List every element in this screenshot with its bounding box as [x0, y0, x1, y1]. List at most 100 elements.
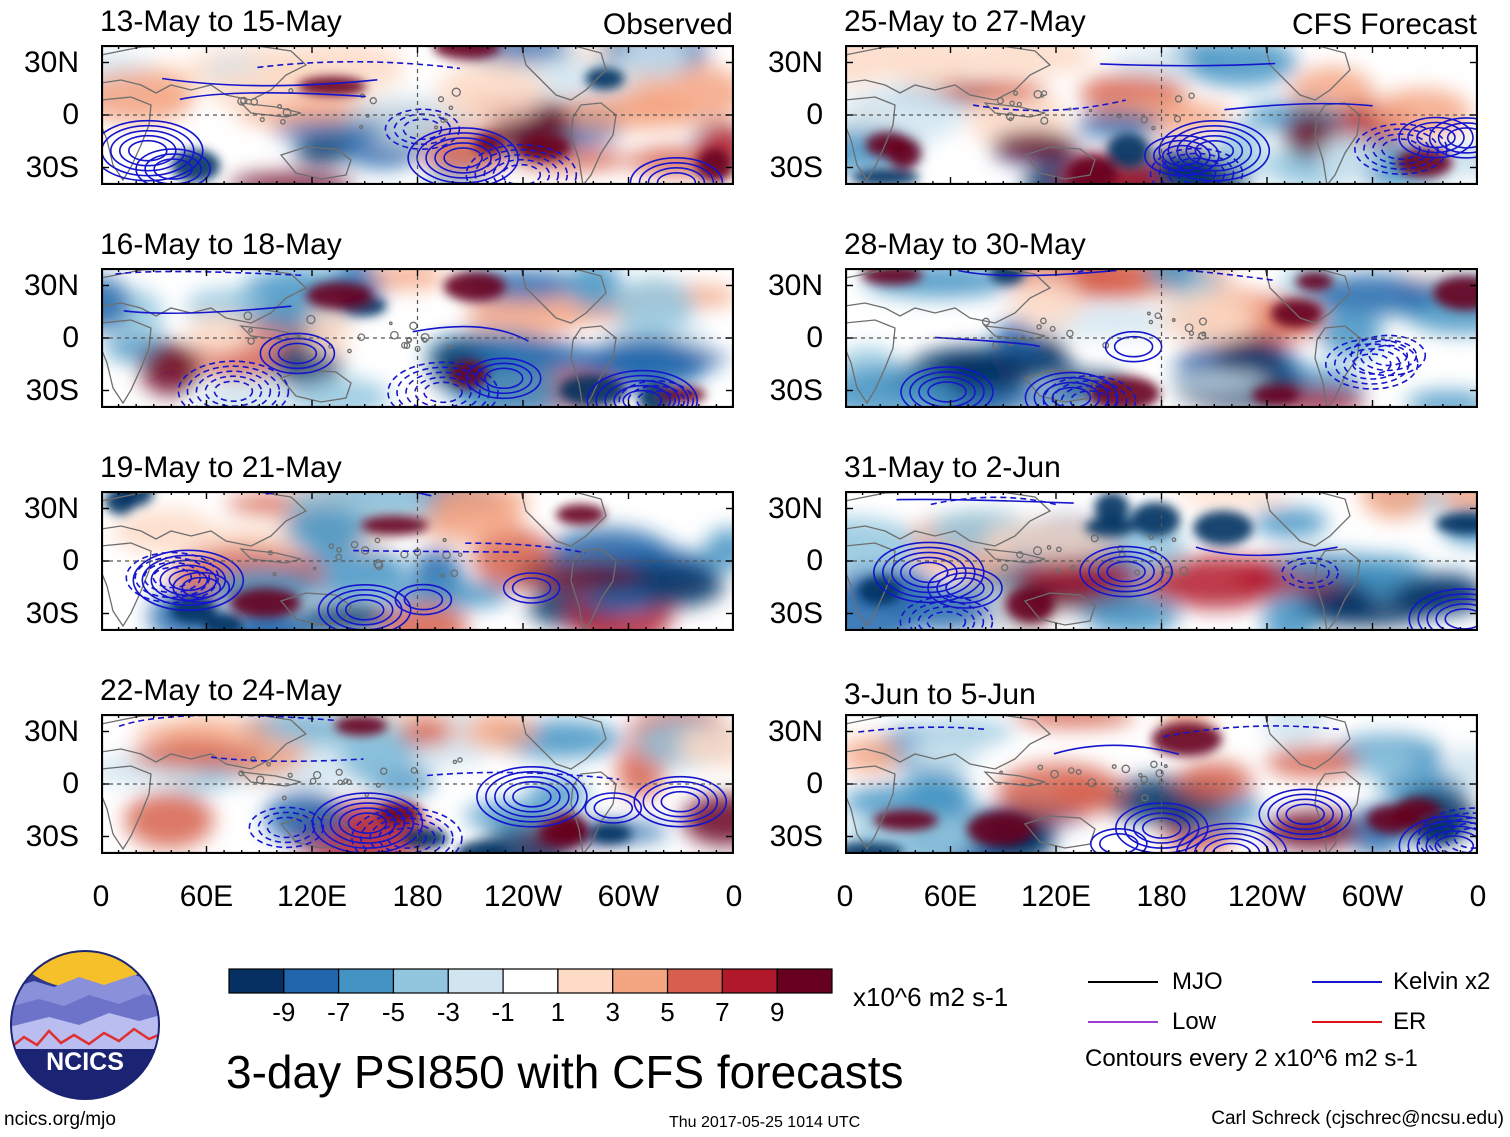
island-outline: [1173, 115, 1182, 123]
anomaly-blob: [130, 741, 263, 770]
anomaly-blob: [907, 734, 986, 769]
kelvin-contour: [465, 542, 586, 554]
kelvin-contour: [402, 118, 443, 140]
kelvin-contour: [1398, 116, 1474, 159]
continent-outline: [845, 319, 896, 405]
map-panel: [101, 491, 734, 631]
island-outline: [457, 552, 463, 557]
anomaly-blob: [1215, 337, 1287, 375]
lat-label: 0: [62, 544, 79, 577]
continent-outline: [1314, 548, 1361, 631]
island-outline: [1115, 790, 1124, 799]
kelvin-contour: [586, 369, 698, 408]
island-outline: [401, 341, 408, 349]
island-outline: [243, 311, 253, 321]
column-label: CFS Forecast: [1291, 8, 1477, 41]
lat-label: 30N: [767, 491, 823, 525]
kelvin-contour: [1350, 334, 1427, 377]
island-outline: [446, 344, 451, 349]
continent-outline: [1264, 45, 1351, 101]
island-outline: [1036, 324, 1042, 330]
coastlines: [845, 45, 1361, 185]
kelvin-contour: [1051, 380, 1128, 408]
island-outline: [259, 117, 265, 123]
island-outline: [280, 118, 286, 125]
kelvin-contour: [642, 780, 719, 823]
kelvin-contour: [660, 790, 701, 813]
kelvin-contour: [443, 147, 483, 169]
island-outline: [369, 97, 377, 105]
anomaly-blob: [1372, 88, 1472, 138]
contour-note: Contours every 2 x10^6 m2 s-1: [1085, 1045, 1418, 1072]
lat-label: 30S: [25, 596, 79, 630]
anomaly-core: [298, 76, 367, 96]
lon-label: 120E: [276, 880, 348, 913]
island-outline: [1021, 335, 1026, 340]
kelvin-contour: [1258, 788, 1353, 841]
island-outline: [1138, 772, 1143, 778]
panel-title: 3-Jun to 5-Jun: [844, 678, 1036, 711]
anomaly-core: [1295, 272, 1333, 291]
kelvin-contour: [1088, 550, 1164, 593]
island-outline: [1141, 794, 1149, 802]
continent-outline: [845, 45, 1052, 101]
island-outline: [1179, 566, 1189, 576]
kelvin-contour: [1053, 744, 1180, 755]
kelvin-contour: [873, 541, 985, 604]
island-outline: [375, 782, 381, 788]
anomaly-core: [1131, 502, 1180, 537]
continent-outline: [101, 714, 308, 770]
anomaly-core: [857, 576, 902, 606]
lat-label: 0: [806, 544, 823, 577]
island-outline: [359, 124, 364, 130]
column-label: Observed: [602, 8, 733, 41]
kelvin-contour: [1267, 793, 1344, 836]
anomaly-blob: [208, 67, 301, 112]
kelvin-contour: [1324, 338, 1419, 390]
island-outline: [1040, 317, 1047, 325]
anomaly-blob: [1009, 276, 1083, 328]
island-outline: [1068, 107, 1072, 111]
island-outline: [452, 759, 458, 765]
kelvin-contour: [494, 776, 570, 818]
island-outline: [374, 537, 381, 544]
island-outline: [1116, 113, 1122, 119]
kelvin-contour: [926, 611, 967, 631]
island-outline: [240, 96, 248, 105]
footer-url: ncics.org/mjo: [4, 1109, 116, 1130]
lon-label: 60W: [597, 880, 660, 913]
colorbar-tick-label: -9: [272, 997, 296, 1027]
anomaly-blob: [1279, 389, 1366, 408]
anomaly-blob: [582, 588, 656, 615]
island-outline: [1117, 544, 1124, 552]
kelvin-contour: [1407, 121, 1465, 154]
continent-outline: [101, 268, 308, 324]
panel-frame: [101, 491, 734, 631]
continent-outline: [101, 542, 152, 628]
continent-outline: [1264, 714, 1351, 770]
kelvin-contour: [1437, 122, 1478, 154]
island-outline: [267, 550, 273, 556]
kelvin-contour: [1224, 102, 1373, 111]
legend-line-swatch: [1312, 981, 1382, 983]
continent-outline: [1314, 102, 1361, 185]
colorbar: [228, 968, 833, 994]
figure-title: 3-day PSI850 with CFS forecasts: [226, 1046, 904, 1098]
anomaly-blob: [1261, 714, 1328, 749]
colorbar-tick-label: -7: [327, 997, 351, 1027]
logo-text: NCICS: [46, 1048, 124, 1076]
anomaly-blob: [612, 277, 695, 334]
kelvin-contour: [927, 381, 967, 403]
anomaly-blob: [369, 268, 447, 290]
anomaly-blob: [134, 722, 248, 743]
lat-label: 30S: [769, 150, 823, 184]
contour-lines: [115, 270, 698, 408]
kelvin-contour: [195, 370, 272, 408]
kelvin-contour: [958, 269, 1117, 277]
panel-title: 13-May to 15-May: [100, 5, 342, 38]
lon-label: 60E: [179, 880, 234, 913]
anomaly-core: [433, 45, 501, 60]
kelvin-contour: [1097, 555, 1155, 588]
kelvin-contour: [369, 817, 445, 854]
panel-title: 16-May to 18-May: [100, 228, 342, 261]
